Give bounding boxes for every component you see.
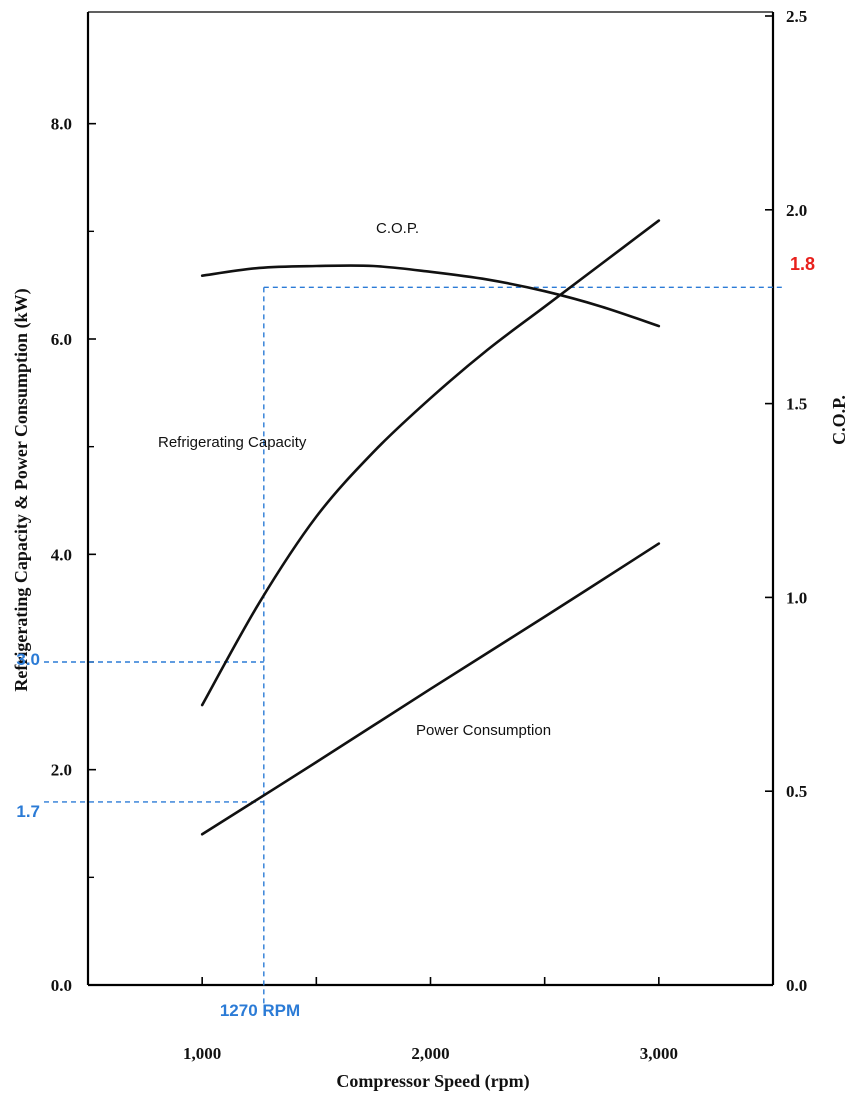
capacity-annotation-label: 3.0 <box>16 650 40 669</box>
x-tick-label: 2,000 <box>411 1044 449 1063</box>
x-axis-title: Compressor Speed (rpm) <box>336 1071 529 1092</box>
power-annotation-label: 1.7 <box>16 802 40 821</box>
y-right-tick-label: 0.0 <box>786 976 807 995</box>
y-right-tick-label: 0.5 <box>786 782 807 801</box>
y-right-tick-label: 1.0 <box>786 588 807 607</box>
y-left-axis-title: Refrigerating Capacity & Power Consumpti… <box>11 288 32 691</box>
y-left-tick-label: 8.0 <box>51 115 72 134</box>
tick-labels: 0.0 2.0 4.0 6.0 8.0 0.0 0.5 1.0 1.5 2.0 2.5 1,000 2,… <box>51 7 808 1063</box>
x-tick-label: 1,000 <box>183 1044 221 1063</box>
y-right-axis-title: C.O.P. <box>829 395 849 445</box>
y-left-tick-label: 6.0 <box>51 330 72 349</box>
y-right-tick-label: 1.5 <box>786 395 807 414</box>
annotation-guides <box>44 286 783 1005</box>
cop-curve <box>200 264 661 328</box>
y-left-tick-label: 4.0 <box>51 545 72 564</box>
refrigerating-capacity-curve-label: Refrigerating Capacity <box>158 434 307 451</box>
y-right-tick-label: 2.0 <box>786 201 807 220</box>
x-tick-label: 3,000 <box>640 1044 678 1063</box>
y-left-tick-label: 0.0 <box>51 976 72 995</box>
power-consumption-curve-label: Power Consumption <box>416 722 551 739</box>
cop-curve-label: C.O.P. <box>376 220 419 237</box>
power-consumption-curve <box>200 542 661 836</box>
y-left-tick-label: 2.0 <box>51 761 72 780</box>
refrigerating-capacity-curve <box>200 219 661 707</box>
curves <box>200 219 661 836</box>
rpm-annotation-label: 1270 RPM <box>220 1001 300 1020</box>
y-right-tick-label: 2.5 <box>786 7 807 26</box>
cop-annotation-label: 1.8 <box>790 254 815 274</box>
